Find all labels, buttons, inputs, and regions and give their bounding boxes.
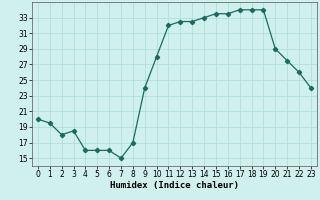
X-axis label: Humidex (Indice chaleur): Humidex (Indice chaleur) [110, 181, 239, 190]
